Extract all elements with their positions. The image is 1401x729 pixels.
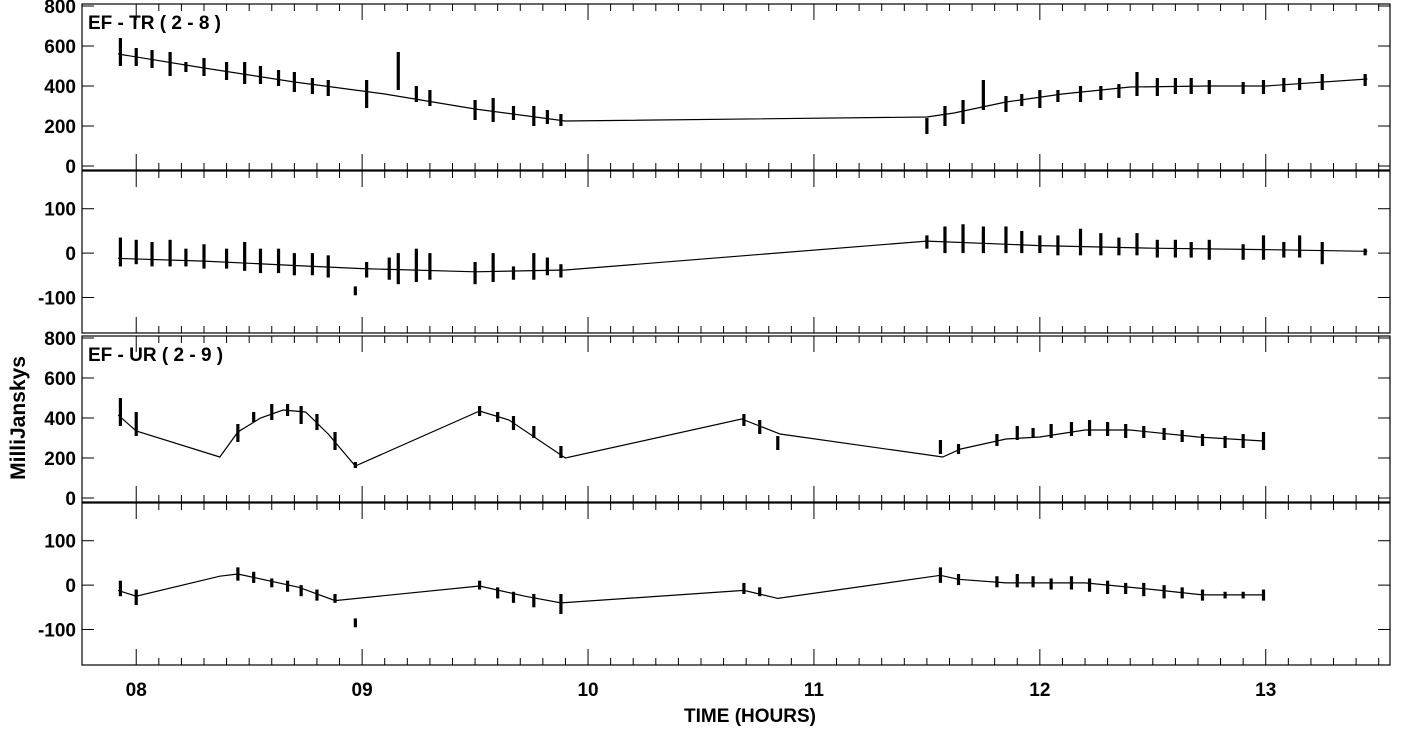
y-tick-label: 800	[44, 329, 76, 350]
y-tick-label: 600	[44, 369, 76, 390]
model-line	[118, 240, 1368, 273]
x-tick-label: 12	[1029, 680, 1050, 701]
y-tick-label: 0	[65, 157, 76, 178]
baseline-label: EF - UR ( 2 - 9 )	[88, 345, 223, 366]
x-tick-labels: 08 09 10 11 12 13	[126, 680, 1277, 701]
y-tick-label: 100	[44, 532, 76, 553]
y-tick-label: 800	[44, 0, 76, 18]
model-line	[117, 573, 1264, 604]
y-tick-label: 400	[44, 77, 76, 98]
panel-frame	[81, 170, 1391, 334]
x-tick-label: 13	[1255, 680, 1276, 701]
x-tick-label: 08	[126, 680, 147, 701]
y-tick-label: 200	[44, 449, 76, 470]
panel-frame	[81, 3, 1391, 171]
model-line	[118, 53, 1368, 122]
panel-frame	[81, 502, 1391, 666]
baseline-label: EF - TR ( 2 - 8 )	[88, 13, 221, 34]
y-tick-label: 400	[44, 409, 76, 430]
panel-p3: 800 600 400 200 0 EF - UR ( 2 - 9 )	[44, 329, 1391, 510]
y-tick-label: 0	[65, 576, 76, 597]
panel-p1: 800 600 400 200 0 EF - TR ( 2 - 8 )	[44, 0, 1391, 178]
panel-p2: 100 0 -100	[38, 170, 1391, 334]
panel-p4: 100 0 -100	[38, 502, 1391, 666]
y-tick-label: -100	[38, 288, 76, 309]
x-tick-label: 11	[804, 680, 825, 701]
x-tick-label: 10	[577, 680, 598, 701]
x-axis-label: TIME (HOURS)	[684, 706, 816, 727]
y-tick-label: 600	[44, 37, 76, 58]
y-tick-label: 100	[44, 200, 76, 221]
y-tick-label: 200	[44, 117, 76, 138]
y-axis-label: MilliJanskys	[7, 356, 30, 480]
y-tick-label: -100	[38, 620, 76, 641]
model-line	[117, 409, 1264, 467]
x-tick-label: 09	[352, 680, 373, 701]
y-tick-label: 0	[65, 489, 76, 510]
panel-frame	[81, 335, 1391, 503]
y-tick-label: 0	[65, 244, 76, 265]
